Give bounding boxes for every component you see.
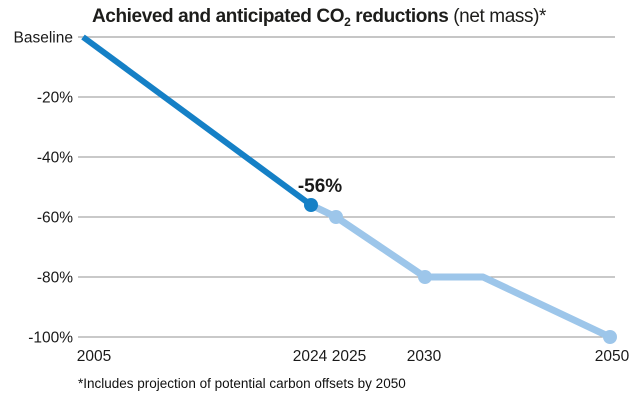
y-tick-label-baseline: Baseline: [14, 30, 73, 47]
x-tick-label-2025: 2025: [332, 348, 366, 365]
chart-title-main-end: reductions: [350, 6, 449, 27]
chart-title-main: Achieved and anticipated CO: [91, 6, 345, 27]
chart-footnote: *Includes projection of potential carbon…: [78, 376, 406, 391]
x-tick-label-2024: 2024: [293, 348, 328, 365]
y-tick-label-minus-80: -80%: [37, 270, 73, 287]
y-tick-label-minus-100: -100%: [28, 330, 73, 347]
chart-title-qualifier: (net mass)*: [448, 6, 546, 27]
chart-title: Achieved and anticipated CO2 reductions …: [0, 5, 638, 30]
line-achieved: [81, 34, 313, 208]
value-annotation: -56%: [298, 176, 342, 197]
marker-2025: [329, 210, 343, 224]
line-anticipated: [309, 201, 612, 341]
y-tick-label-minus-20: -20%: [37, 90, 73, 107]
co2-subscript: 2: [344, 15, 351, 29]
marker-2050: [603, 330, 617, 344]
y-tick-label-minus-40: -40%: [37, 150, 73, 167]
x-tick-label-2050: 2050: [595, 348, 630, 365]
y-tick-label-minus-60: -60%: [37, 210, 73, 227]
x-tick-label-2030: 2030: [407, 348, 442, 365]
x-tick-label-2005: 2005: [77, 348, 111, 365]
marker-2024: [304, 198, 318, 212]
marker-2030: [418, 270, 432, 284]
